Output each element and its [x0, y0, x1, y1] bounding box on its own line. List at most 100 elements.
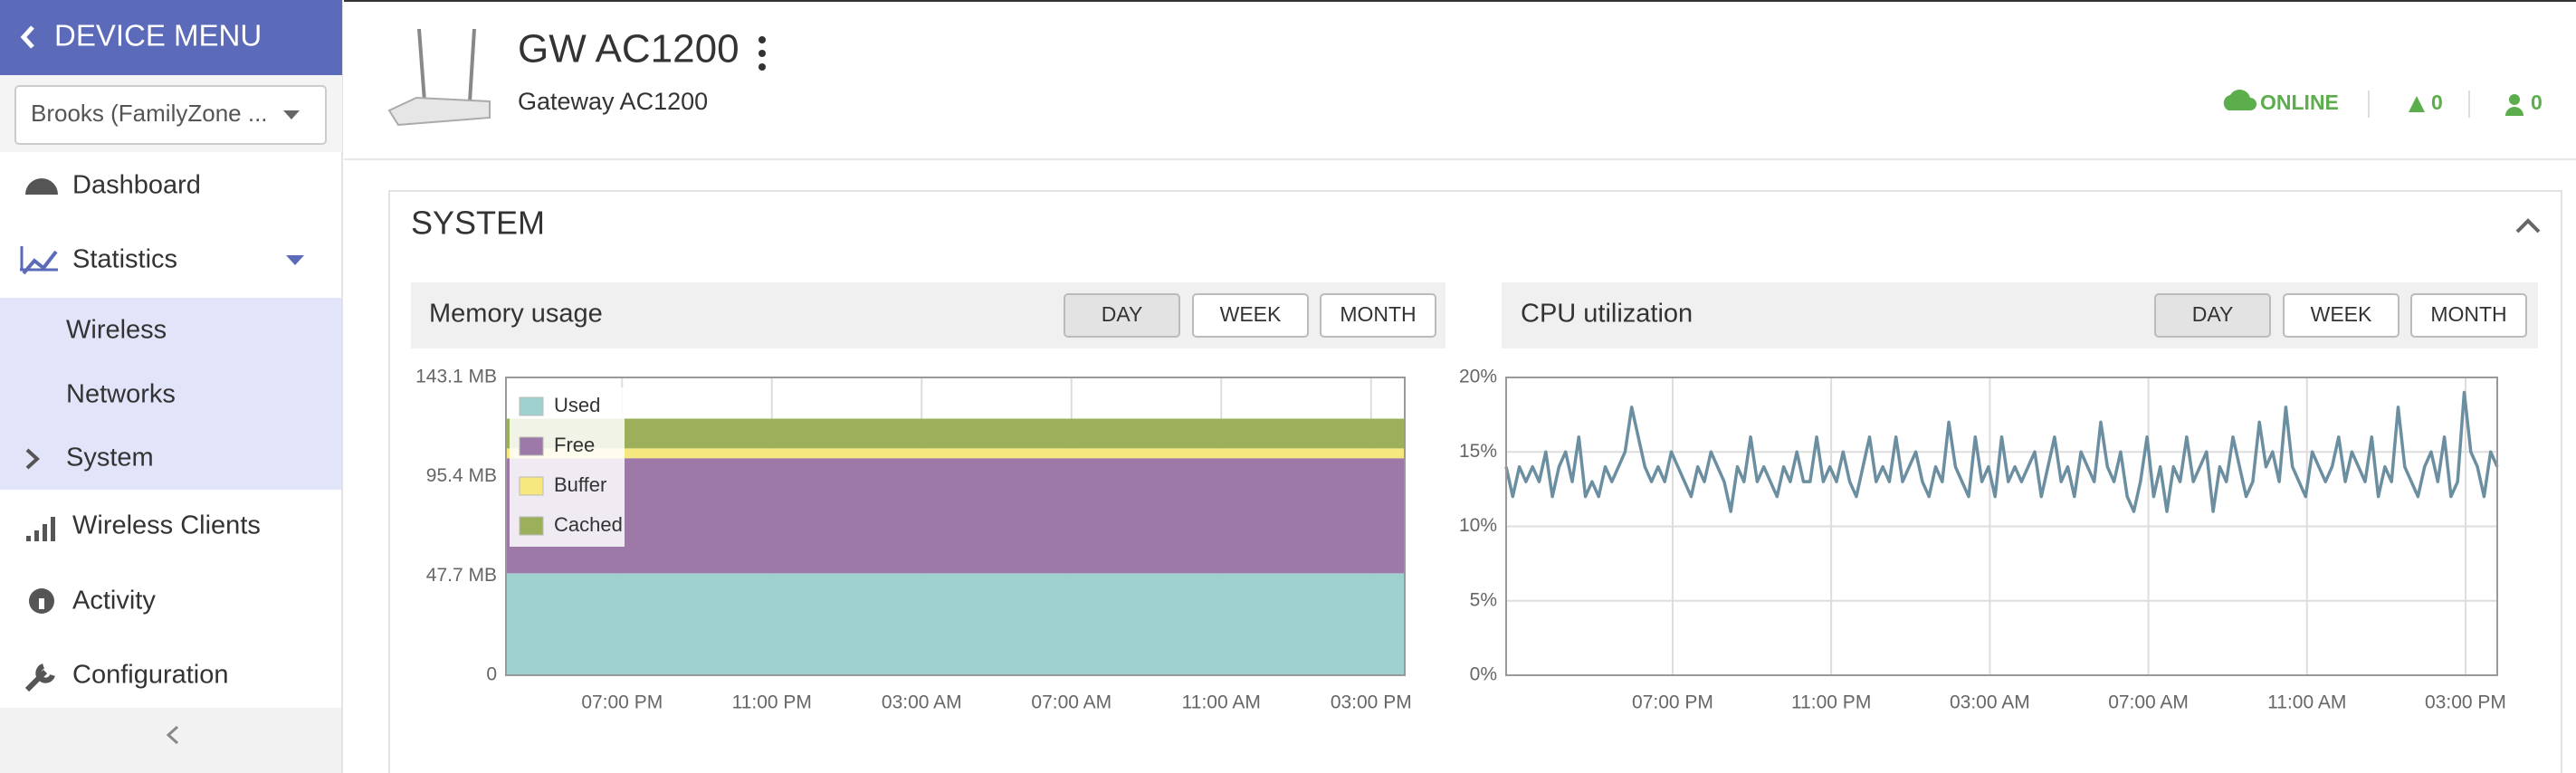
range-button[interactable]: DAY — [2154, 293, 2271, 338]
device-subtitle: Gateway AC1200 — [518, 88, 708, 115]
signal-bar — [43, 524, 47, 541]
plot-border — [505, 377, 1406, 676]
range-button[interactable]: WEEK — [1192, 293, 1309, 338]
button-label: MONTH — [1340, 302, 1416, 326]
x-tick-label: 11:00 AM — [1182, 692, 1261, 713]
alert-icon — [2409, 96, 2425, 112]
antenna — [468, 28, 476, 102]
menu-icons — [20, 178, 304, 692]
menu-item[interactable]: Wireless Clients — [72, 511, 261, 540]
online-status: ONLINE — [2260, 91, 2339, 114]
device-title: GW AC1200 — [518, 27, 739, 72]
button-box — [1064, 293, 1180, 338]
more-menu[interactable] — [758, 36, 766, 71]
menu-item[interactable]: Configuration — [72, 661, 229, 690]
back-icon — [20, 25, 34, 49]
dot — [758, 36, 766, 43]
system-chevron — [25, 448, 40, 470]
chart-title: CPU utilization — [1521, 300, 1693, 329]
area — [506, 418, 1405, 449]
menu-list: Dashboard Statistics Wireless Networks Syste… — [66, 171, 261, 690]
y-tick-label: 5% — [1470, 589, 1497, 610]
caret — [283, 110, 300, 119]
site-dropdown[interactable]: Brooks (FamilyZone ... — [14, 85, 327, 145]
legend-label: Free — [554, 434, 595, 456]
plots: DAY WEEK MONTH DAY WEEK MONTH 0 47.7 MB 95.4 MB 1… — [415, 293, 2527, 713]
user-icon — [2509, 94, 2520, 105]
collapse-section[interactable] — [2515, 218, 2541, 234]
button-label: WEEK — [2311, 302, 2372, 326]
cloud-icon — [2223, 90, 2256, 110]
dot — [758, 63, 766, 71]
y-tick-label: 0 — [486, 664, 497, 685]
range-button[interactable]: MONTH — [2410, 293, 2527, 338]
area — [506, 458, 1405, 574]
range-button[interactable]: WEEK — [2283, 293, 2399, 338]
chart-title: Memory usage — [429, 300, 603, 329]
dropdown-text: Brooks (FamilyZone ... — [31, 100, 268, 127]
submenu — [0, 298, 341, 490]
menu-item[interactable]: Activity — [72, 587, 156, 616]
antenna — [417, 28, 426, 102]
divider — [2468, 91, 2470, 118]
collapse-bar[interactable] — [0, 708, 341, 773]
dot — [758, 50, 766, 57]
device-menu-button[interactable]: DEVICE MENU — [0, 0, 342, 75]
range-button[interactable]: DAY — [1064, 293, 1180, 338]
button-label: WEEK — [1220, 302, 1282, 326]
menu-item[interactable]: System — [66, 444, 154, 472]
menu-item[interactable]: Statistics — [72, 245, 177, 274]
plot-border — [1505, 377, 2498, 676]
y-tick-label: 15% — [1459, 441, 1497, 462]
menu-item[interactable]: Wireless — [66, 316, 167, 345]
x-tick-label: 11:00 AM — [2267, 692, 2346, 713]
user-icon-body — [2505, 107, 2524, 116]
x-tick-label: 07:00 AM — [2108, 692, 2189, 713]
alert-count: 0 — [2431, 91, 2443, 114]
menu-item[interactable]: Networks — [66, 380, 176, 409]
router-image — [387, 28, 491, 127]
x-tick-label: 11:00 PM — [1791, 692, 1871, 713]
y-tick-label: 143.1 MB — [415, 367, 497, 387]
y-tick-label: 20% — [1459, 367, 1497, 387]
wrench-icon — [24, 663, 55, 692]
statistics-icon — [22, 250, 58, 275]
x-tick-label: 07:00 AM — [1031, 692, 1111, 713]
menu-item[interactable]: Dashboard — [72, 171, 201, 200]
signal-bar — [34, 530, 39, 541]
signal-bar — [51, 517, 55, 541]
top-line — [344, 0, 2576, 2]
legend-label: Buffer — [554, 473, 606, 496]
y-tick-label: 95.4 MB — [426, 465, 497, 486]
y-tick-label: 47.7 MB — [426, 565, 497, 586]
line — [1504, 390, 2499, 513]
button-label: DAY — [2192, 302, 2234, 326]
collapse-icon — [166, 725, 179, 745]
sidebar-border — [341, 0, 343, 773]
button-label: MONTH — [2430, 302, 2506, 326]
dashboard-icon — [25, 178, 58, 195]
legend-swatch — [519, 516, 544, 536]
area — [506, 448, 1405, 459]
legend: Used Free Buffer Cached — [510, 387, 625, 547]
button-box — [2154, 293, 2271, 338]
expand-caret — [286, 255, 304, 265]
button-box — [2283, 293, 2399, 338]
section-title: SYSTEM — [411, 205, 545, 242]
x-tick-label: 03:00 PM — [2425, 692, 2506, 713]
legend-swatch — [519, 476, 544, 496]
legend-swatch — [519, 396, 544, 416]
legend-label: Cached — [554, 513, 623, 536]
signal-bar — [26, 536, 31, 541]
x-tick-label: 07:00 PM — [581, 692, 663, 713]
header-border — [344, 158, 2576, 160]
area — [506, 573, 1405, 675]
x-tick-label: 07:00 PM — [1632, 692, 1713, 713]
range-button[interactable]: MONTH — [1320, 293, 1436, 338]
y-tick-label: 10% — [1459, 515, 1497, 536]
x-tick-label: 03:00 AM — [882, 692, 962, 713]
button-box — [2410, 293, 2527, 338]
